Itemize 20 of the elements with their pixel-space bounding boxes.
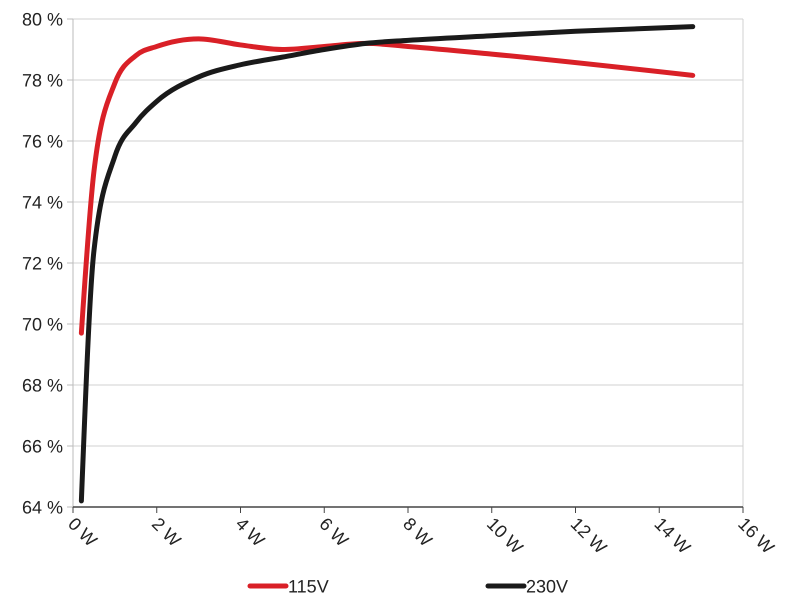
y-tick-label: 64 %: [22, 497, 63, 518]
legend-label: 230V: [526, 576, 568, 596]
y-tick-label: 70 %: [22, 314, 63, 334]
y-tick-label: 80 %: [22, 9, 63, 30]
y-tick-label: 78 %: [22, 70, 63, 90]
x-tick-label: 0 W: [64, 514, 101, 550]
y-tick-label: 68 %: [22, 375, 63, 396]
y-tick-label: 74 %: [22, 192, 63, 212]
x-tick-label: 4 W: [232, 514, 268, 550]
x-tick-label: 14 W: [650, 514, 694, 558]
x-tick-label: 10 W: [482, 514, 527, 558]
y-tick-label: 66 %: [22, 436, 63, 456]
x-tick-label: 16 W: [734, 514, 778, 558]
y-tick-label: 72 %: [22, 253, 63, 274]
x-tick-label: 8 W: [399, 514, 436, 550]
x-tick-label: 12 W: [566, 514, 611, 558]
x-tick-label: 6 W: [315, 514, 352, 550]
y-tick-label: 76 %: [22, 131, 63, 152]
legend-label: 115V: [288, 576, 329, 596]
x-tick-label: 2 W: [148, 514, 185, 550]
